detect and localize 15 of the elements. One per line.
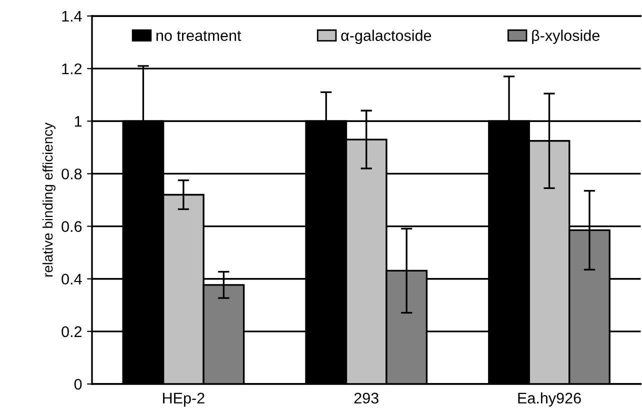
legend-label: no treatment [156, 30, 242, 41]
y-tick-label: 1.2 [62, 63, 82, 74]
x-tick-label: Ea.hy926 [518, 392, 581, 407]
y-tick-label: 0 [74, 378, 82, 390]
y-tick-label: 1.4 [62, 11, 82, 22]
y-tick-label: 0.2 [62, 326, 82, 338]
legend-label: β-xyloside [532, 30, 600, 44]
x-tick-label: HEp-2 [163, 392, 204, 407]
legend-label: α-galactoside [341, 30, 432, 44]
y-axis-title: relative binding efficiency [42, 122, 56, 277]
x-tick-label: 293 [354, 392, 378, 404]
y-tick-label: 0.6 [62, 221, 82, 232]
y-tick-label: 0.4 [62, 274, 82, 285]
y-tick-label: 0.8 [62, 168, 82, 180]
y-tick-label: 1 [74, 116, 82, 127]
